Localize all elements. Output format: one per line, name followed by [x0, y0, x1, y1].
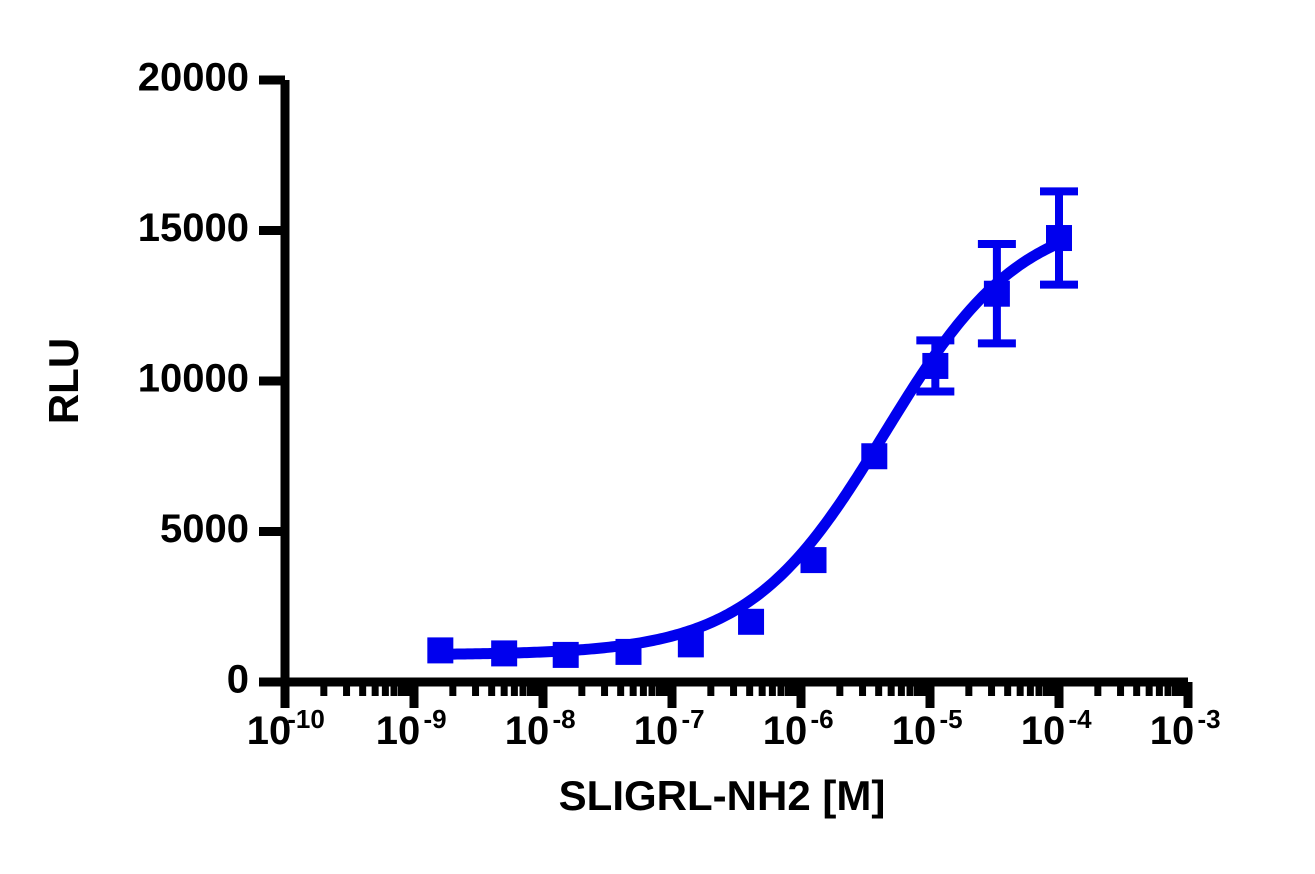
x-tick-label: 10 -7 [634, 704, 705, 753]
y-axis-tick-labels: 0 5000 10000 15000 20000 [138, 56, 249, 702]
x-tick-label: 10 -5 [892, 704, 963, 753]
svg-text:10: 10 [1150, 709, 1195, 753]
svg-text:-8: -8 [552, 704, 575, 734]
data-point [1046, 225, 1072, 252]
x-axis-tick-labels: 10-10 10 -9 10 -8 10 -7 10 -6 10 -5 10 -4 10 -3 [247, 704, 1221, 753]
svg-text:10: 10 [376, 709, 421, 753]
dose-response-fit-curve [428, 235, 1069, 660]
data-point [983, 280, 1010, 307]
y-tick-label: 5000 [160, 507, 249, 551]
data-point [800, 547, 827, 574]
y-axis-title: RLU [40, 338, 87, 424]
data-point [427, 637, 454, 664]
x-tick-label: 10 -9 [376, 704, 447, 753]
y-tick-label: 10000 [138, 357, 249, 401]
data-point [677, 631, 704, 658]
svg-text:10: 10 [634, 709, 679, 753]
svg-text:-6: -6 [810, 704, 833, 734]
y-tick-label: 15000 [138, 206, 249, 250]
x-tick-label: 10 -8 [505, 704, 576, 753]
svg-text:-9: -9 [423, 704, 446, 734]
svg-text:-5: -5 [939, 704, 962, 734]
svg-text:10: 10 [763, 709, 808, 753]
svg-text:10: 10 [1021, 709, 1066, 753]
x-tick-label: 10 -3 [1150, 704, 1221, 753]
data-point-markers [427, 225, 1072, 668]
data-point [491, 640, 518, 667]
svg-text:10: 10 [247, 709, 292, 753]
x-tick-label: 10 -6 [763, 704, 834, 753]
y-tick-label: 0 [227, 658, 249, 702]
svg-text:-7: -7 [681, 704, 704, 734]
x-tick-label: 10-10 [247, 704, 325, 753]
data-point [738, 608, 765, 635]
svg-text:-10: -10 [287, 704, 325, 734]
data-point [552, 641, 579, 668]
data-point [615, 638, 642, 665]
svg-text:-3: -3 [1197, 704, 1220, 734]
y-tick-label: 20000 [138, 56, 249, 100]
svg-text:-4: -4 [1068, 704, 1092, 734]
svg-text:10: 10 [892, 709, 937, 753]
data-point [922, 352, 949, 379]
x-axis-title: SLIGRL-NH2 [M] [559, 772, 886, 819]
data-point [861, 443, 888, 470]
svg-text:10: 10 [505, 709, 550, 753]
x-tick-label: 10 -4 [1021, 704, 1092, 753]
